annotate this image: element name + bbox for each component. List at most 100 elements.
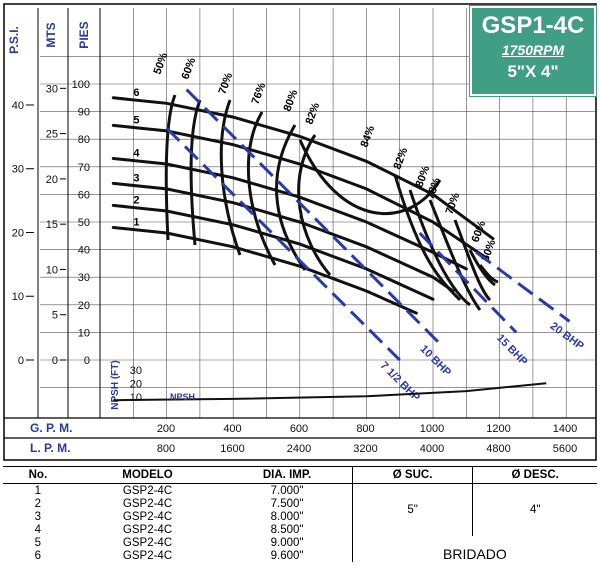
efficiency-curve	[428, 199, 482, 311]
spec-table-header: No. MODELO DIA. IMP. Ø SUC. Ø DESC.	[3, 466, 597, 484]
gpm-tick: 200	[157, 423, 175, 435]
gpm-tick: 400	[223, 423, 241, 435]
row-modelo: GSP2-4C	[122, 536, 173, 549]
lpm-tick: 4000	[420, 443, 444, 455]
efficiency-curve	[246, 111, 277, 266]
psi-tick: 10	[12, 291, 24, 303]
efficiency-curve	[189, 99, 202, 246]
impeller-curve-label: 4	[133, 148, 140, 160]
npsh-ft-title: NPSH (FT)	[110, 360, 121, 409]
spec-row: 6 GSP2-4C 9.600"	[3, 549, 597, 562]
efficiency-curve	[164, 94, 177, 241]
row-modelo: GSP2-4C	[122, 484, 173, 497]
row-dia: 7.000"	[270, 484, 304, 497]
efficiency-curve	[453, 219, 492, 302]
spec-table: No. MODELO DIA. IMP. Ø SUC. Ø DESC. 1 GSP…	[3, 466, 597, 562]
pies-tick: 60	[78, 189, 90, 201]
row-modelo: GSP2-4C	[122, 523, 173, 536]
efficiency-curve	[468, 249, 496, 287]
lpm-tick: 5600	[553, 443, 577, 455]
efficiency-curve	[408, 189, 471, 307]
impeller-curve-6	[111, 96, 495, 241]
row-no: 3	[34, 510, 42, 523]
mts-tick: 15	[46, 219, 58, 231]
mts-tick: 20	[46, 174, 58, 186]
suc-value: 5"	[351, 483, 473, 536]
row-no: 4	[34, 523, 42, 536]
bhp-line	[418, 231, 518, 334]
efficiency-curve	[478, 264, 499, 284]
row-no: 6	[34, 549, 42, 562]
impeller-curve-2	[111, 203, 435, 301]
spec-row: 1 GSP2-4C 7.000" 5" 4"	[3, 483, 597, 536]
spec-row: 3 GSP2-4C 8.000"	[3, 510, 597, 523]
spec-table-container: No. MODELO DIA. IMP. Ø SUC. Ø DESC. 1 GSP…	[3, 466, 597, 578]
col-suc: Ø SUC.	[351, 466, 473, 484]
lpm-tick: 2400	[287, 443, 311, 455]
mts-title: MTS	[44, 22, 58, 47]
gpm-tick: 1200	[486, 423, 510, 435]
gpm-tick: 1400	[553, 423, 577, 435]
col-no: No.	[3, 466, 73, 484]
pies-tick: 90	[78, 107, 90, 119]
col-dia: DIA. IMP.	[222, 466, 353, 484]
spec-row: 5 GSP2-4C 9.000" BRIDADO	[3, 536, 597, 562]
lpm-tick: 3200	[353, 443, 377, 455]
bhp-line	[475, 251, 571, 323]
row-modelo: GSP2-4C	[122, 510, 173, 523]
impeller-curve-label: 1	[133, 217, 139, 229]
impeller-curve-label: 3	[133, 172, 139, 184]
row-modelo: GSP2-4C	[122, 497, 173, 510]
impeller-curve-label: 2	[133, 194, 139, 206]
gpm-tick: 1000	[420, 423, 444, 435]
npsh-tick: 10	[130, 392, 142, 404]
bhp-line	[165, 127, 401, 362]
row-no: 1	[34, 484, 42, 497]
row-dia: 7.500"	[270, 497, 304, 510]
gpm-title: G. P. M.	[30, 421, 72, 435]
npsh-curve	[113, 382, 547, 402]
col-desc: Ø DESC.	[472, 466, 597, 484]
bhp-line	[185, 88, 441, 345]
psi-tick: 20	[12, 227, 24, 239]
conn-value: BRIDADO	[351, 536, 597, 562]
mts-tick: 5	[52, 310, 58, 322]
pies-tick: 0	[84, 355, 90, 367]
lpm-title: L. P. M.	[30, 441, 70, 455]
lpm-tick: 4800	[486, 443, 510, 455]
mts-tick: 30	[46, 83, 58, 95]
desc-value: 4"	[472, 483, 597, 536]
model-badge: GSP1-4C 1750RPM 5"X 4"	[470, 6, 596, 96]
row-no: 2	[34, 497, 42, 510]
gpm-tick: 800	[356, 423, 374, 435]
npsh-tick: 20	[130, 379, 142, 391]
psi-title: P.S.I.	[7, 26, 21, 54]
mts-tick: 25	[46, 129, 58, 141]
rpm-label: 1750RPM	[501, 42, 565, 58]
row-no: 5	[34, 536, 42, 549]
npsh-curve-label: NPSH	[170, 392, 195, 402]
pies-tick: 10	[78, 327, 90, 339]
row-dia: 8.000"	[270, 510, 304, 523]
row-dia: 8.500"	[270, 523, 304, 536]
pies-tick: 80	[78, 134, 90, 146]
impeller-curve-label: 6	[133, 87, 139, 99]
spec-row: 2 GSP2-4C 7.500"	[3, 497, 597, 510]
pies-tick: 30	[78, 272, 90, 284]
psi-tick: 30	[12, 164, 24, 176]
row-modelo: GSP2-4C	[122, 549, 173, 562]
spec-row: 4 GSP2-4C 8.500"	[3, 523, 597, 536]
psi-tick: 0	[18, 355, 24, 367]
impeller-curve-label: 5	[133, 114, 139, 126]
pies-title: PIES	[77, 21, 91, 48]
mts-tick: 0	[52, 355, 58, 367]
lpm-tick: 800	[157, 443, 175, 455]
gpm-tick: 600	[290, 423, 308, 435]
pies-tick: 50	[78, 217, 90, 229]
psi-tick: 40	[12, 100, 24, 112]
model-title: GSP1-4C	[481, 12, 585, 39]
efficiency-curve	[219, 99, 242, 256]
